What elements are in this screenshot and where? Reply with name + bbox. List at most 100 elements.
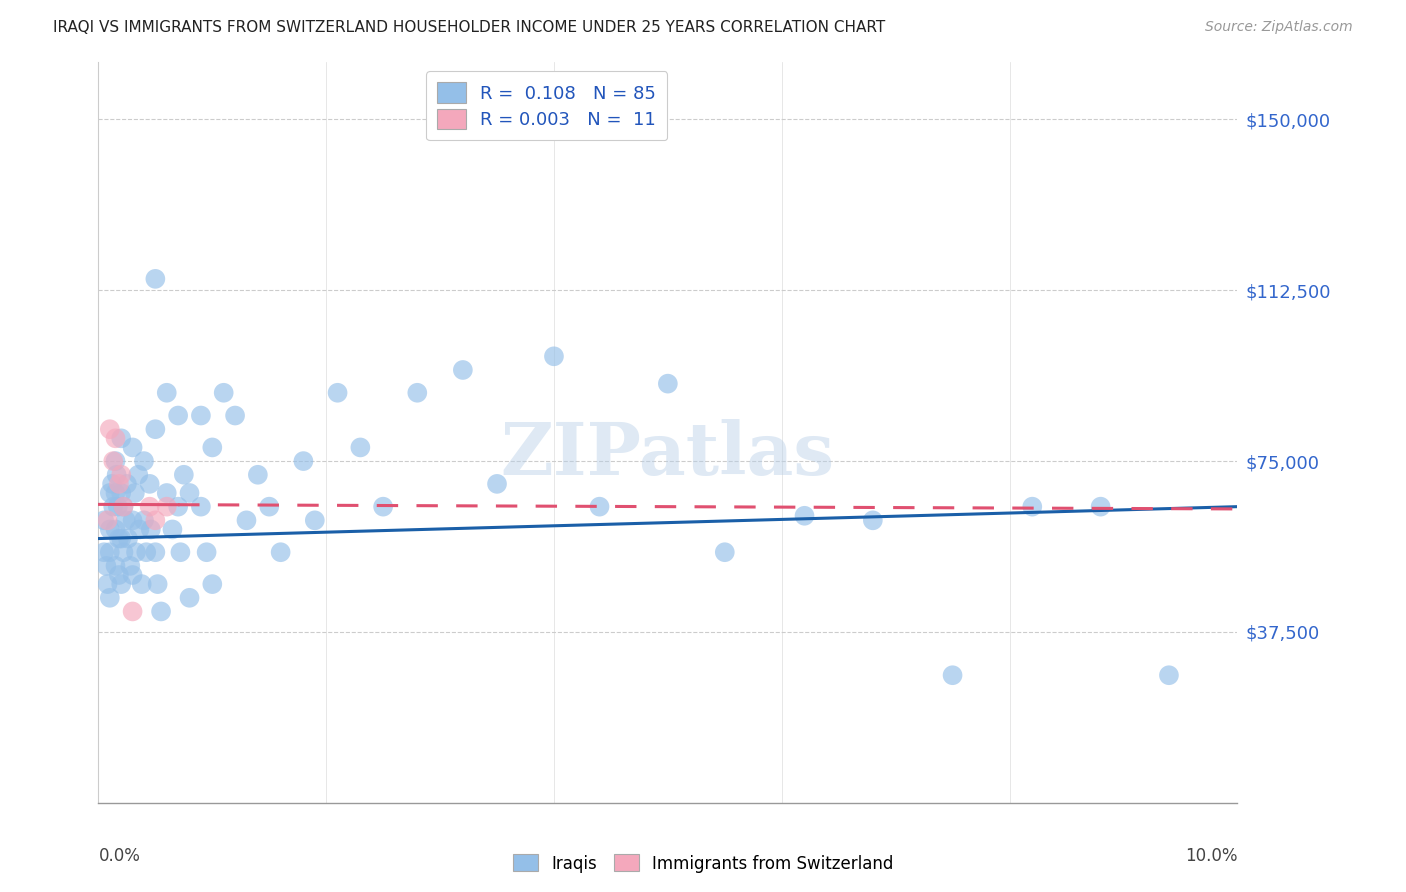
Point: [714, 545, 737, 559]
Point: [304, 513, 326, 527]
Text: Source: ZipAtlas.com: Source: ZipAtlas.com: [1205, 20, 1353, 34]
Point: [132, 513, 155, 527]
Point: [167, 409, 190, 423]
Point: [156, 486, 179, 500]
Point: [246, 467, 269, 482]
Point: [862, 513, 884, 527]
Point: [104, 431, 127, 445]
Point: [110, 532, 132, 546]
Point: [201, 441, 224, 455]
Point: [103, 500, 125, 514]
Point: [201, 577, 224, 591]
Point: [156, 385, 179, 400]
Point: [145, 545, 167, 559]
Text: 0.0%: 0.0%: [98, 847, 141, 865]
Point: [98, 591, 121, 605]
Point: [190, 409, 212, 423]
Point: [270, 545, 292, 559]
Point: [98, 486, 121, 500]
Point: [146, 577, 169, 591]
Point: [235, 513, 257, 527]
Point: [145, 422, 167, 436]
Point: [114, 513, 136, 527]
Point: [190, 500, 212, 514]
Point: [110, 486, 132, 500]
Point: [121, 513, 143, 527]
Legend: R =  0.108   N = 85, R = 0.003   N =  11: R = 0.108 N = 85, R = 0.003 N = 11: [426, 71, 668, 140]
Point: [259, 500, 281, 514]
Point: [105, 467, 128, 482]
Point: [292, 454, 315, 468]
Point: [1021, 500, 1043, 514]
Point: [224, 409, 246, 423]
Point: [121, 441, 143, 455]
Legend: Iraqis, Immigrants from Switzerland: Iraqis, Immigrants from Switzerland: [506, 847, 900, 880]
Point: [107, 500, 129, 514]
Point: [101, 476, 124, 491]
Point: [1157, 668, 1180, 682]
Point: [96, 558, 118, 573]
Point: [112, 500, 135, 514]
Point: [112, 545, 135, 559]
Point: [451, 363, 474, 377]
Point: [115, 476, 138, 491]
Point: [139, 523, 162, 537]
Point: [657, 376, 679, 391]
Point: [108, 568, 131, 582]
Point: [120, 558, 142, 573]
Point: [96, 513, 118, 527]
Point: [150, 604, 173, 618]
Point: [104, 454, 127, 468]
Point: [543, 349, 565, 363]
Point: [125, 545, 148, 559]
Point: [173, 467, 195, 482]
Point: [108, 532, 131, 546]
Point: [112, 500, 135, 514]
Point: [110, 577, 132, 591]
Text: ZIPatlas: ZIPatlas: [501, 419, 835, 491]
Point: [104, 523, 127, 537]
Point: [93, 513, 115, 527]
Point: [793, 508, 815, 523]
Point: [93, 545, 115, 559]
Point: [104, 486, 127, 500]
Point: [131, 577, 153, 591]
Point: [128, 523, 150, 537]
Text: 10.0%: 10.0%: [1185, 847, 1237, 865]
Point: [138, 500, 160, 514]
Point: [169, 545, 191, 559]
Point: [156, 500, 179, 514]
Point: [104, 558, 127, 573]
Point: [138, 476, 160, 491]
Point: [1090, 500, 1112, 514]
Point: [110, 431, 132, 445]
Point: [212, 385, 235, 400]
Point: [103, 454, 125, 468]
Point: [588, 500, 610, 514]
Point: [162, 523, 184, 537]
Point: [145, 272, 167, 286]
Point: [98, 422, 121, 436]
Point: [145, 513, 167, 527]
Point: [121, 568, 143, 582]
Point: [349, 441, 371, 455]
Point: [373, 500, 395, 514]
Point: [132, 454, 155, 468]
Point: [121, 604, 143, 618]
Point: [406, 385, 429, 400]
Point: [135, 545, 157, 559]
Point: [942, 668, 965, 682]
Point: [108, 476, 131, 491]
Point: [98, 523, 121, 537]
Point: [167, 500, 190, 514]
Point: [117, 532, 139, 546]
Point: [179, 591, 201, 605]
Point: [326, 385, 349, 400]
Point: [98, 545, 121, 559]
Point: [195, 545, 218, 559]
Point: [96, 577, 118, 591]
Point: [179, 486, 201, 500]
Point: [486, 476, 509, 491]
Point: [110, 467, 132, 482]
Point: [124, 486, 146, 500]
